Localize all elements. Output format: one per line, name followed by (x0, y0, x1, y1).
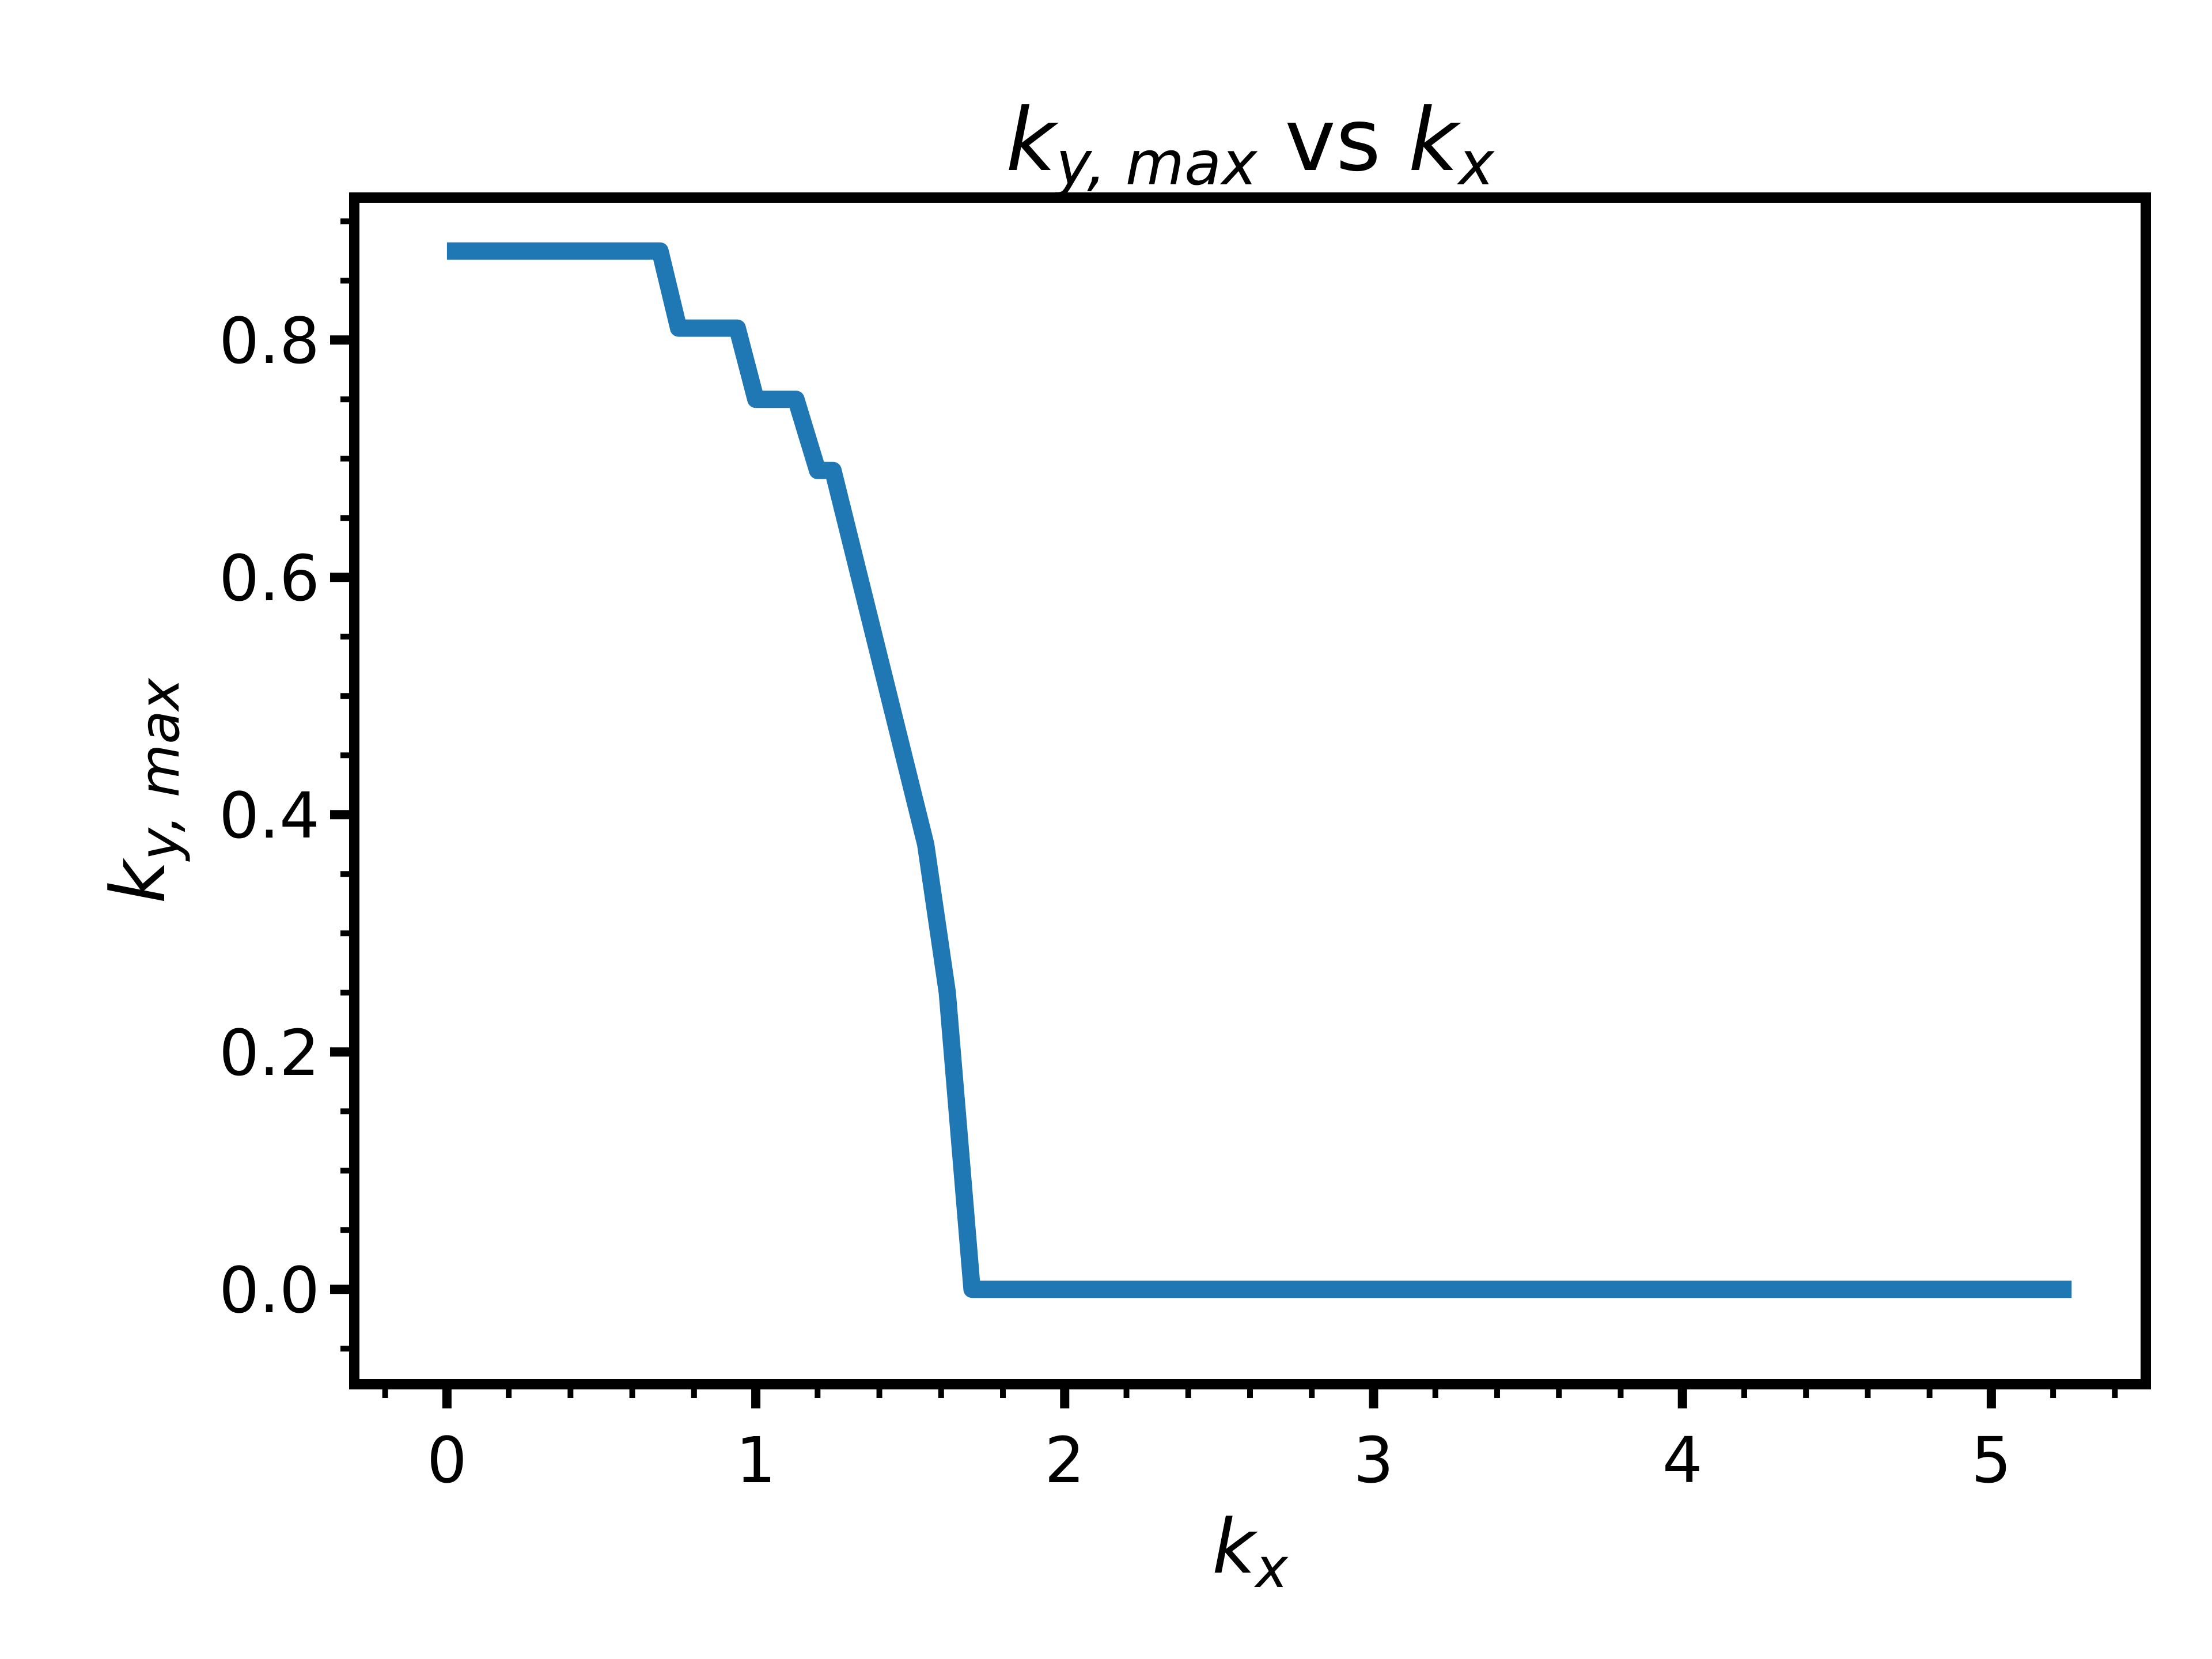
x-tick-label: 1 (736, 1423, 776, 1497)
y-tick-label: 0.2 (219, 1016, 320, 1090)
x-tick-label: 2 (1044, 1423, 1085, 1497)
y-axis-label: ky, max (94, 677, 192, 903)
y-tick-label: 0.8 (219, 304, 320, 378)
x-tick-label: 5 (1971, 1423, 2012, 1497)
plot-frame (349, 192, 2151, 1389)
y-tick-label: 0.4 (219, 779, 320, 853)
x-tick-label: 0 (427, 1423, 467, 1497)
x-tick-label: 4 (1662, 1423, 1703, 1497)
x-tick-label: 3 (1353, 1423, 1393, 1497)
y-tick-label: 0.6 (219, 541, 320, 615)
x-axis-label: kx (1212, 1503, 1289, 1600)
series-line (446, 242, 2072, 1298)
x-ticks: 0 1 2 3 4 5 (427, 1384, 2012, 1497)
chart-title: ky, max vs kx (1006, 90, 1495, 199)
y-tick-label: 0.0 (219, 1253, 320, 1327)
y-ticks: 0.0 0.2 0.4 0.6 0.8 (219, 304, 354, 1327)
